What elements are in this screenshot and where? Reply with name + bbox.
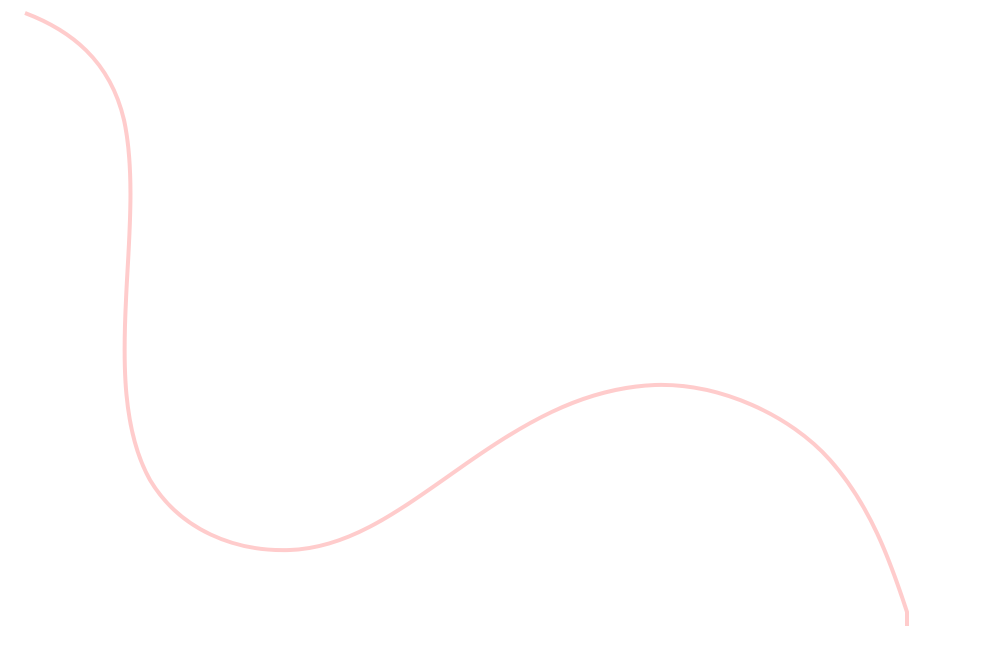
pink-curve — [24, 11, 909, 626]
